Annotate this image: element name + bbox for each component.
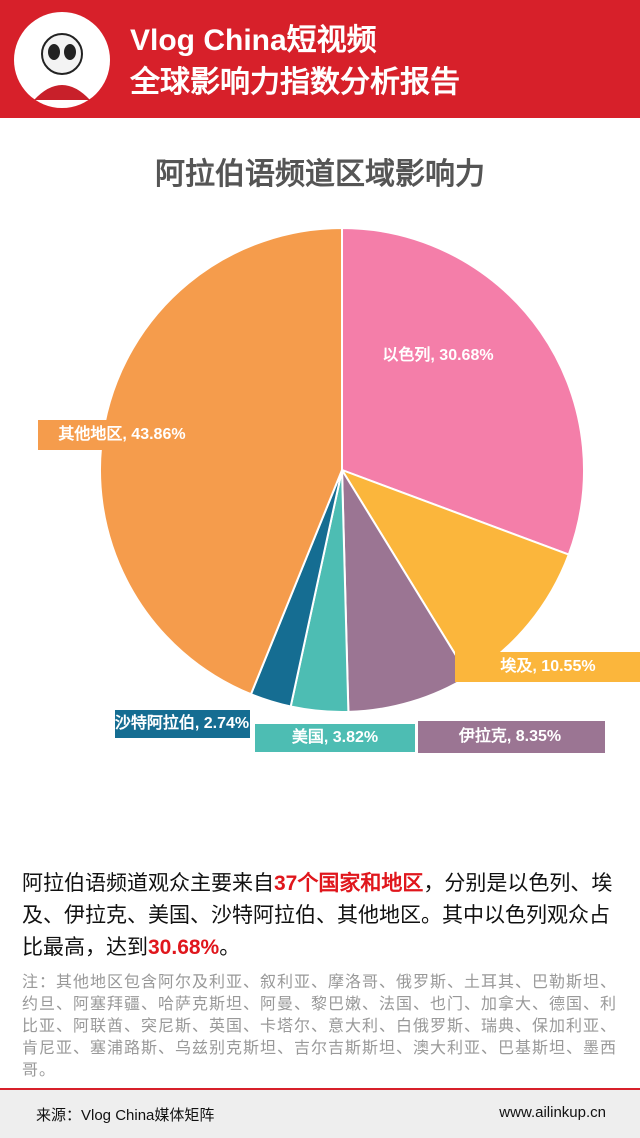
pie-slice [341,226,585,556]
label-box [255,724,415,752]
logo-eye [64,44,76,60]
data-label: 伊拉克, 8.35% [458,726,561,745]
summary-text: 阿拉伯语频道观众主要来自 [22,872,274,895]
label-box [115,710,250,738]
label-box [38,420,205,450]
data-label: 以色列, 30.68% [382,345,493,364]
data-label: 沙特阿拉伯, 2.74% [115,713,249,732]
data-label: 其他地区, 43.86% [58,424,185,443]
logo-body [34,85,90,100]
highlight-text: 37个国家和地区 [274,872,424,895]
data-label: 美国, 3.82% [292,727,378,746]
footer: 来源：Vlog China媒体矩阵 www.ailinkup.cn [0,1088,640,1138]
summary: 阿拉伯语频道观众主要来自37个国家和地区，分别是以色列、埃及、伊拉克、美国、沙特… [22,868,628,964]
chart-title: 阿拉伯语频道区域影响力 [155,157,485,191]
label-box [418,721,605,753]
summary-text: 。 [219,936,241,959]
chart: Vlog China短视频 全球影响力指数分析报告 阿拉伯语频道区域影响力 以色… [0,0,640,753]
highlight-text: 30.68% [148,936,220,959]
data-label: 埃及, 10.55% [500,656,595,675]
label-box [455,652,640,682]
source: 来源：Vlog China媒体矩阵 [36,1107,215,1124]
header-title: 全球影响力指数分析报告 [129,65,460,99]
logo-face [41,33,83,75]
note: 注：其他地区包含阿尔及利亚、叙利亚、摩洛哥、俄罗斯、土耳其、巴勒斯坦、约旦、阿塞… [22,974,618,1079]
logo-eye [48,44,60,60]
summary-text: ，分别是以色列、埃及、伊拉克、美国、沙特阿拉伯、其他地区。其中以色列观众占比最高… [22,872,613,959]
header-title: Vlog China短视频 [130,24,377,57]
url: www.ailinkup.cn [499,1104,606,1121]
